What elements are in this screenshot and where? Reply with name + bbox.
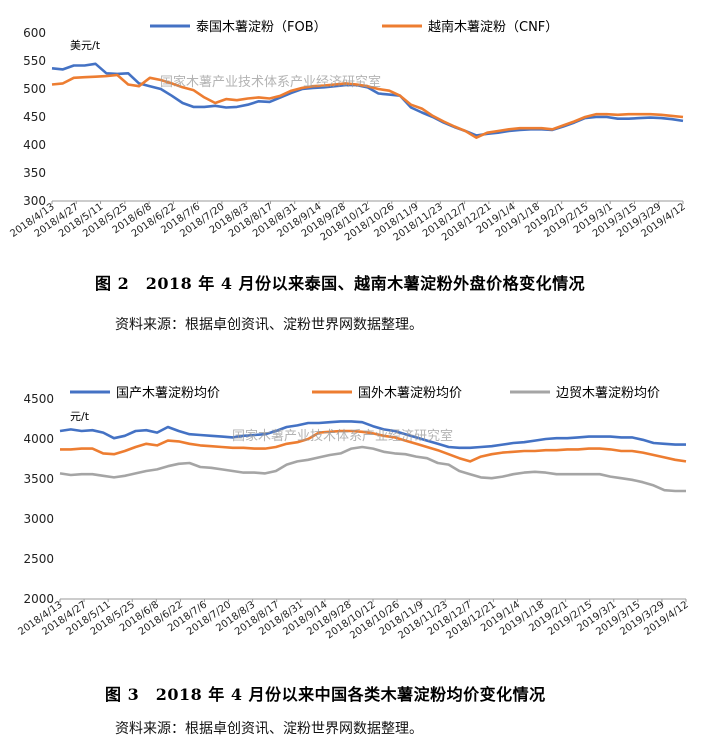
series-line bbox=[59, 445, 686, 493]
legend-label: 越南木薯淀粉（CNF） bbox=[428, 19, 558, 35]
chart-thai-vietnam-fob-cnf: 泰国木薯淀粉（FOB） 越南木薯淀粉（CNF） 300 350 400 450 500 550… bbox=[8, 19, 687, 244]
y-tick-label: 3500 bbox=[23, 472, 54, 486]
y-tick-label: 3000 bbox=[23, 512, 54, 526]
y-tick-label: 600 bbox=[23, 26, 46, 40]
y-tick-label: 300 bbox=[23, 194, 46, 208]
y-axis-label: 美元/t bbox=[70, 39, 101, 52]
series-line bbox=[59, 420, 686, 450]
y-tick-label: 4500 bbox=[23, 392, 54, 406]
y-tick-label: 500 bbox=[23, 82, 46, 96]
legend-label: 国外木薯淀粉均价 bbox=[358, 386, 462, 401]
figure-2-source: 资料来源：根据卓创资讯、淀粉世界网数据整理。 bbox=[115, 317, 423, 333]
y-axis-label: 元/t bbox=[70, 410, 90, 423]
chart-china-cassava-starch-prices: 国产木薯淀粉均价 国外木薯淀粉均价 边贸木薯淀粉均价 2000 2500 3000 3500… bbox=[16, 386, 690, 642]
y-tick-label: 400 bbox=[23, 138, 46, 152]
legend-label: 泰国木薯淀粉（FOB） bbox=[196, 20, 327, 35]
y-tick-label: 2500 bbox=[23, 552, 54, 566]
figure-3-caption: 图 3 2018 年 4 月份以来中国各类木薯淀粉均价变化情况 bbox=[105, 685, 546, 704]
series-line bbox=[60, 429, 687, 463]
y-tick-label: 2000 bbox=[23, 592, 54, 606]
watermark: 国家木薯产业技术体系产业经济研究室 bbox=[160, 74, 381, 90]
y-tick-label: 350 bbox=[23, 166, 46, 180]
figure-3-source: 资料来源：根据卓创资讯、淀粉世界网数据整理。 bbox=[115, 721, 423, 737]
legend-label: 边贸木薯淀粉均价 bbox=[556, 386, 660, 401]
watermark: 国家木薯产业技术体系产业经济研究室 bbox=[232, 428, 453, 444]
y-tick-label: 450 bbox=[23, 110, 46, 124]
y-tick-label: 550 bbox=[23, 54, 46, 68]
legend-label: 国产木薯淀粉均价 bbox=[116, 386, 220, 401]
figure-2-caption: 图 2 2018 年 4 月份以来泰国、越南木薯淀粉外盘价格变化情况 bbox=[95, 274, 586, 293]
series-line bbox=[51, 73, 684, 139]
y-tick-label: 4000 bbox=[23, 432, 54, 446]
